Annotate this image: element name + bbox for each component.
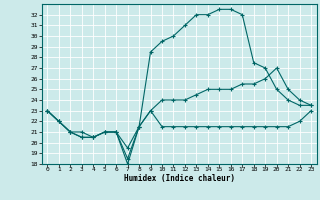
X-axis label: Humidex (Indice chaleur): Humidex (Indice chaleur) [124, 174, 235, 183]
